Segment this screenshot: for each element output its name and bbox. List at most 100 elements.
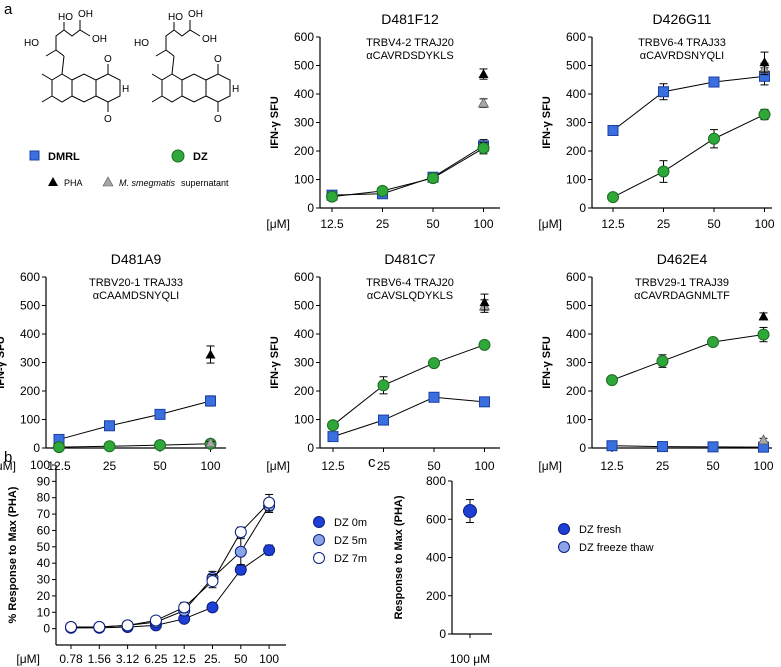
panel-b-xtick-label: 100	[259, 652, 279, 666]
d481a9-pha-marker	[205, 349, 216, 359]
panel-b-xunit: [μM]	[16, 652, 40, 666]
d462e4-dz-point	[707, 335, 719, 348]
d426g11-pha-marker	[759, 57, 770, 67]
panel-b-dz-0m-point	[206, 601, 219, 614]
d426g11-ytick-label: 600	[566, 30, 586, 44]
panel-b-ytick-label: 40	[37, 556, 51, 570]
d481a9-dz-point	[154, 439, 166, 452]
d481a9-smeg-marker	[204, 437, 217, 448]
d481f12-subtitle-2: αCAVRDSDYKLS	[366, 50, 453, 62]
d462e4-ytick-label: 400	[566, 327, 586, 341]
d481f12-xtick-label: 50	[426, 217, 440, 231]
d426g11-ytick-label: 200	[566, 144, 586, 158]
d462e4-ytick-label: 600	[566, 270, 586, 284]
d481a9-dmrl-point	[154, 408, 166, 420]
dmrl-oh-1: HO	[58, 12, 73, 23]
d481a9-ytick-label: 100	[20, 413, 40, 427]
legend-smeg-label-italic: M. smegmatis	[119, 178, 176, 188]
d462e4-xtick-label: 100	[753, 459, 773, 473]
panel-label-a: a	[4, 1, 13, 18]
panel-b-dz-0m-legend-label: DZ 0m	[334, 517, 367, 529]
d481c7-dmrl-line	[332, 396, 485, 438]
panel-b-dz-7m-point	[121, 619, 134, 632]
dz-o-1: O	[214, 54, 222, 65]
d481c7-dz-point	[428, 357, 440, 370]
dz-oh-4: HO	[134, 38, 149, 49]
d481c7-subtitle-2: αCAVSLQDYKLS	[367, 290, 453, 302]
dmrl-o-1: O	[104, 54, 112, 65]
panel-b-dz-5m-point	[234, 545, 247, 558]
d426g11-dz-point	[758, 108, 771, 121]
d481f12-xtick-label: 25	[376, 217, 390, 231]
d481f12-xunit: [μM]	[266, 217, 290, 231]
d481f12-xtick-label: 12.5	[320, 217, 344, 231]
d481c7-xtick-label: 25	[377, 459, 391, 473]
d481a9-dz-point	[103, 440, 116, 453]
dz-nh: H	[232, 84, 239, 95]
panel-b-dz-0m-point	[234, 563, 247, 576]
panel-b-ytick-label: 70	[37, 507, 51, 521]
d426g11-dmrl-line	[612, 75, 765, 131]
d481f12-ylabel: IFN-γ SFU	[269, 96, 281, 149]
panel-b-ytick-label: 100	[30, 458, 50, 472]
d481f12-subtitle-1: TRBV4-2 TRAJ20	[366, 37, 454, 49]
panel-c-ytick-label: 400	[426, 551, 446, 565]
d481c7-ytick-label: 500	[294, 299, 314, 313]
panel-b-dz-7m-point	[93, 621, 106, 633]
panel-b-dz-7m-point	[263, 496, 276, 509]
panel-b-dz-7m-point	[65, 621, 77, 633]
d481c7-dmrl-point	[479, 396, 490, 408]
dmrl-oh-2: OH	[78, 9, 93, 20]
d426g11-subtitle-2: αCAVRDSNYQLI	[640, 50, 724, 62]
d481a9-dmrl-point	[205, 395, 216, 407]
d481f12-title: D481F12	[381, 11, 439, 27]
d462e4-dmrl-point	[707, 441, 719, 453]
d426g11-xtick-label: 25	[657, 217, 671, 231]
d426g11-xtick-label: 50	[707, 217, 721, 231]
panel-c-ytick-label: 0	[439, 627, 446, 641]
d481f12-dz-point	[376, 184, 389, 197]
legend-pha-label: PHA	[64, 178, 83, 188]
d426g11-dz-point	[708, 132, 720, 145]
panel-b-xtick-label: 3.12	[116, 652, 140, 666]
d462e4-subtitle-2: αCAVRDAGNMLTF	[634, 290, 730, 302]
d481a9-ylabel: IFN-γ SFU	[0, 336, 7, 389]
d462e4-title: D462E4	[657, 251, 708, 267]
d481c7-dz-point	[478, 338, 491, 351]
d481c7-ytick-label: 0	[307, 441, 314, 455]
panel-c-xtick-label: 100 μM	[450, 652, 490, 666]
panel-b-ytick-label: 0	[43, 622, 50, 636]
panel-b-ytick-label: 60	[37, 523, 51, 537]
panel-b-dz-7m-legend-swatch	[313, 552, 325, 564]
d481c7-ytick-label: 600	[294, 270, 314, 284]
d481a9-ytick-label: 200	[20, 384, 40, 398]
d462e4-dmrl-line	[611, 445, 764, 448]
d462e4-dmrl-point	[606, 440, 618, 452]
d481c7-ytick-label: 400	[294, 327, 314, 341]
d426g11-dz-line	[612, 114, 765, 198]
legend-dz-label: DZ	[193, 151, 208, 163]
panel-c-dz-fresh-legend-swatch	[558, 523, 570, 535]
dmrl-o-2: O	[104, 114, 112, 125]
panel-b-ytick-label: 20	[37, 589, 51, 603]
legend-smeg-swatch	[102, 176, 114, 187]
d426g11-dz-point	[657, 165, 670, 178]
d481a9-xunit: [μM]	[0, 459, 16, 473]
d426g11-xtick-label: 100	[754, 217, 774, 231]
d426g11-ytick-label: 100	[566, 173, 586, 187]
dz-o-2: O	[214, 114, 222, 125]
d481c7-subtitle-1: TRBV6-4 TRAJ20	[366, 277, 454, 289]
d481a9-ytick-label: 500	[20, 299, 40, 313]
d481a9-ytick-label: 0	[33, 441, 40, 455]
panel-label-b: b	[4, 449, 12, 466]
d481c7-ylabel: IFN-γ SFU	[269, 336, 281, 389]
panel-b-dz-7m-point	[234, 526, 247, 539]
d426g11-xunit: [μM]	[538, 217, 562, 231]
d462e4-subtitle-1: TRBV29-1 TRAJ39	[635, 277, 729, 289]
panel-b-xtick-label: 25.	[204, 652, 221, 666]
d481c7-dmrl-point	[428, 391, 440, 403]
panel-b-dz-7m-point	[178, 601, 191, 614]
d481a9-xtick-label: 50	[153, 459, 167, 473]
d481f12-dz-point	[427, 172, 439, 185]
legend-dmrl-swatch	[29, 150, 40, 161]
